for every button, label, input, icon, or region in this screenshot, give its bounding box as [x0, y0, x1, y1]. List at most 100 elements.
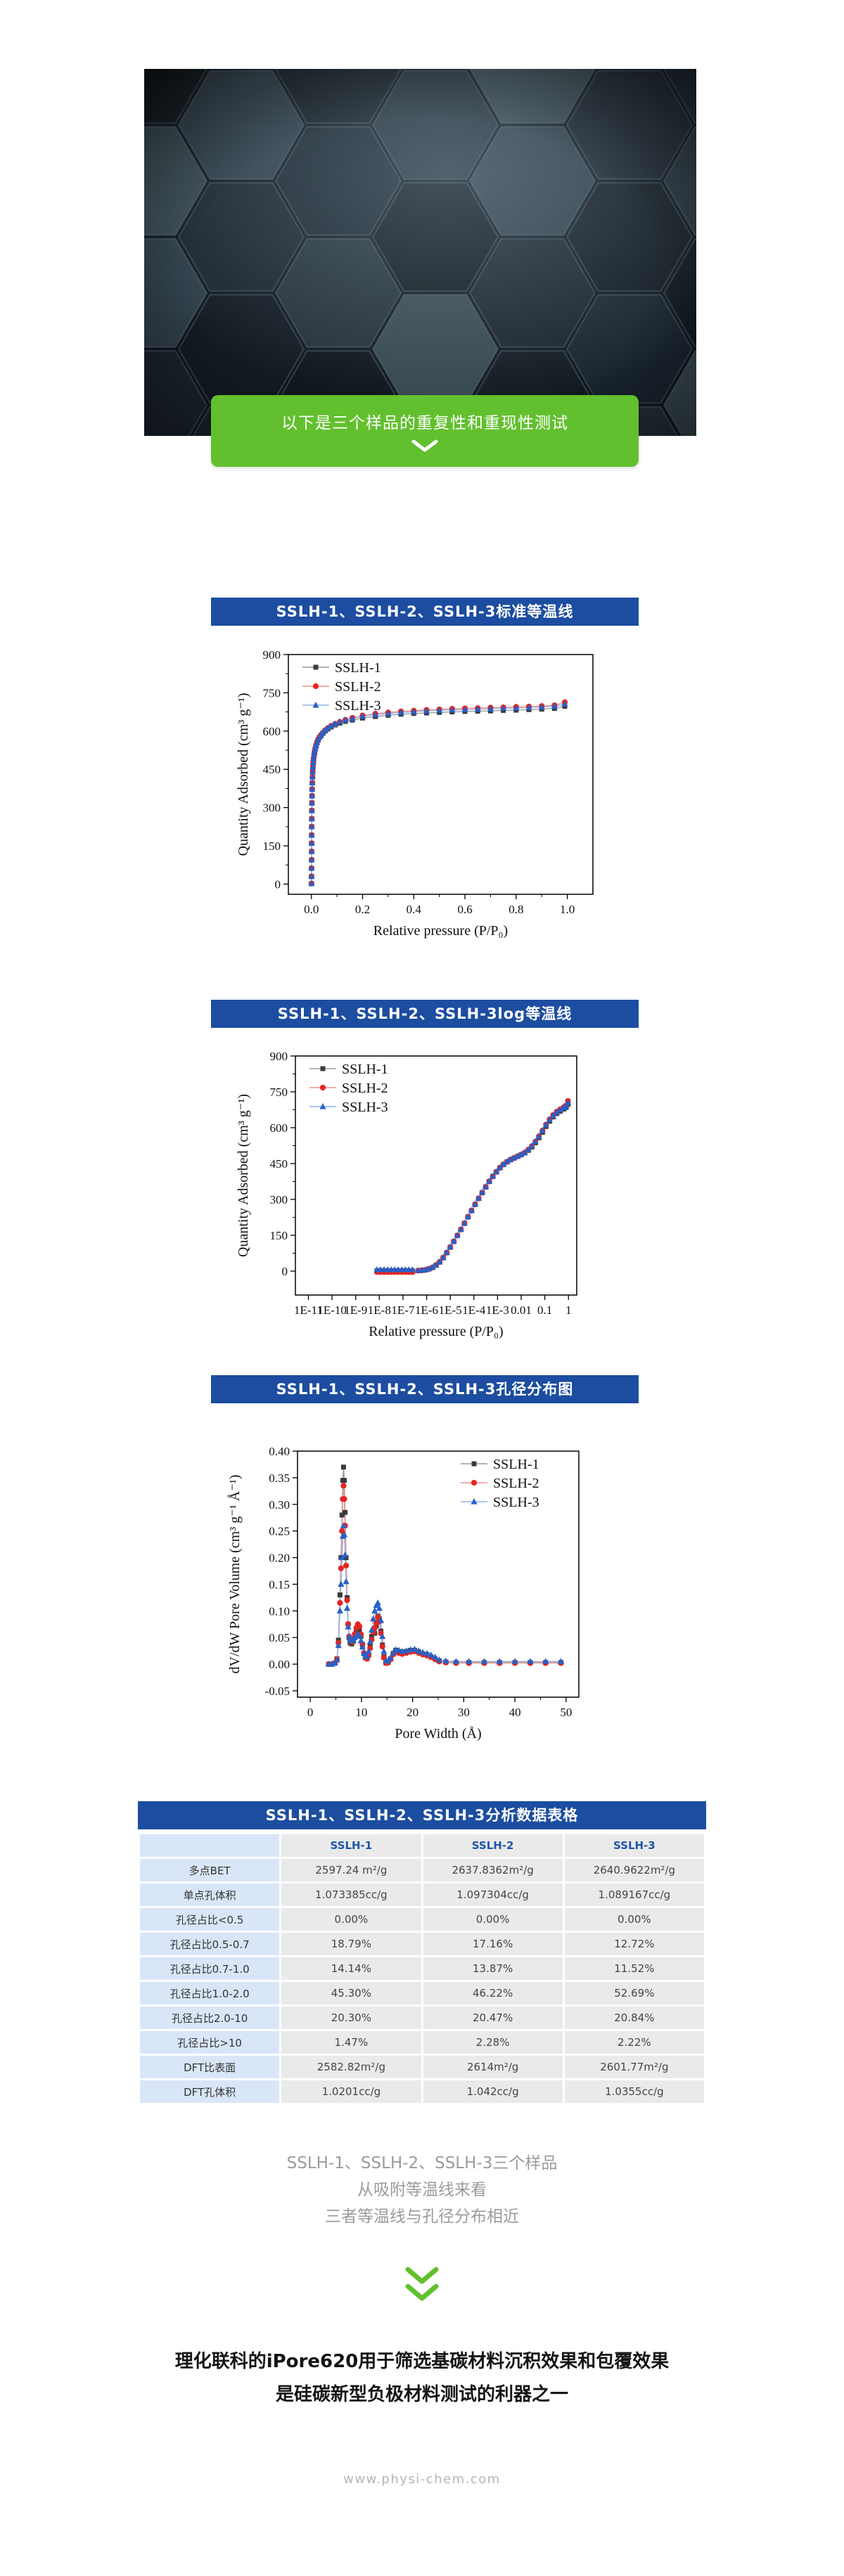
table-row: DFT孔体积 1.0201cc/g 1.042cc/g 1.0355cc/g	[140, 2080, 704, 2103]
svg-text:0.8: 0.8	[509, 903, 523, 916]
legend-item: SSLH-3	[302, 698, 381, 714]
table-cell: 2.28%	[423, 2031, 563, 2054]
table-cell: 2582.82m²/g	[281, 2056, 421, 2078]
summary-text: SSLH-1、SSLH-2、SSLH-3三个样品 从吸附等温线来看 三者等温线与…	[0, 2150, 844, 2230]
table-cell: 1.042cc/g	[423, 2080, 563, 2103]
svg-text:1.0: 1.0	[560, 903, 575, 916]
chevron-down-icon	[411, 439, 438, 452]
summary-line: 三者等温线与孔径分布相近	[325, 2208, 519, 2226]
svg-text:150: 150	[263, 839, 281, 853]
section-header-log-isotherm: SSLH-1、SSLH-2、SSLH-3log等温线	[211, 1000, 639, 1028]
table-row-label: 孔径占比2.0-10	[140, 2007, 280, 2029]
svg-text:0.6: 0.6	[457, 903, 472, 916]
svg-text:0.2: 0.2	[355, 903, 370, 916]
section-header-analysis-table: SSLH-1、SSLH-2、SSLH-3分析数据表格	[138, 1801, 706, 1829]
svg-text:0.20: 0.20	[269, 1552, 290, 1565]
legend-item: SSLH-2	[302, 679, 381, 695]
table-cell: 2597.24 m²/g	[281, 1859, 421, 1881]
svg-text:300: 300	[263, 801, 281, 815]
summary-line: 从吸附等温线来看	[357, 2181, 487, 2199]
svg-text:SSLH-3: SSLH-3	[493, 1495, 539, 1510]
svg-text:0.1: 0.1	[537, 1303, 552, 1317]
table-cell: 11.52%	[564, 1957, 704, 1980]
svg-text:10: 10	[355, 1706, 367, 1719]
svg-text:150: 150	[270, 1229, 288, 1242]
svg-text:750: 750	[270, 1086, 288, 1099]
svg-text:1E-6: 1E-6	[415, 1303, 438, 1317]
svg-text:0.25: 0.25	[269, 1525, 290, 1538]
svg-text:0: 0	[275, 877, 281, 891]
svg-text:900: 900	[263, 648, 281, 662]
svg-text:1E-5: 1E-5	[439, 1303, 462, 1317]
table-row-label: DFT比表面	[140, 2056, 280, 2078]
svg-text:1E-11: 1E-11	[294, 1303, 323, 1317]
banner-title: 以下是三个样品的重复性和重现性测试	[281, 414, 568, 432]
table-cell: 2614m²/g	[423, 2056, 563, 2078]
svg-text:600: 600	[270, 1121, 288, 1135]
legend-item: SSLH-3	[461, 1495, 539, 1510]
svg-text:SSLH-1: SSLH-1	[335, 660, 381, 676]
table-row-label: 单点孔体积	[140, 1883, 280, 1906]
hexagon-tiles-graphic	[144, 69, 696, 436]
svg-text:300: 300	[270, 1193, 288, 1206]
svg-text:0.01: 0.01	[511, 1303, 532, 1317]
table-cell: 1.0355cc/g	[564, 2080, 704, 2103]
table-cell: 1.0201cc/g	[281, 2080, 421, 2103]
svg-text:0: 0	[307, 1706, 314, 1719]
table-cell: 2637.8362m²/g	[423, 1859, 563, 1881]
svg-text:Pore Width (Å): Pore Width (Å)	[395, 1726, 481, 1741]
table-col-header: SSLH-2	[423, 1834, 563, 1857]
svg-text:SSLH-2: SSLH-2	[493, 1476, 539, 1491]
table-cell: 0.00%	[423, 1908, 563, 1931]
table-cell: 13.87%	[423, 1957, 563, 1980]
legend-item: SSLH-1	[461, 1457, 539, 1472]
table-cell: 2.22%	[564, 2031, 704, 2054]
table-cell: 20.30%	[281, 2007, 421, 2029]
svg-text:450: 450	[263, 763, 281, 776]
table-col-header: SSLH-1	[281, 1834, 421, 1857]
legend-item: SSLH-1	[309, 1062, 388, 1077]
svg-text:1E-3: 1E-3	[486, 1303, 509, 1317]
legend-item: SSLH-2	[309, 1081, 388, 1096]
table-row-label: 孔径占比0.7-1.0	[140, 1957, 280, 1980]
conclusion-text: 理化联科的iPore620用于筛选基碳材料沉积效果和包覆效果 是硅碳新型负极材料…	[0, 2345, 844, 2411]
table-cell: 46.22%	[423, 1982, 563, 2004]
svg-text:SSLH-2: SSLH-2	[335, 679, 381, 695]
intro-banner: 以下是三个样品的重复性和重现性测试	[211, 395, 639, 467]
legend-item: SSLH-1	[302, 660, 381, 676]
pore-size-distribution-chart: 0 10 20 30 40 50 -0.05 0.00 0.05 0.10 0.15 0.20 0.25…	[224, 1410, 625, 1741]
table-cell: 20.84%	[564, 2007, 704, 2029]
svg-text:0: 0	[282, 1265, 288, 1278]
svg-text:Relative pressure (P/P₀): Relative pressure (P/P₀)	[369, 1324, 503, 1339]
hero-image	[144, 69, 696, 436]
svg-text:1E-8: 1E-8	[368, 1303, 391, 1317]
table-row: 多点BET 2597.24 m²/g 2637.8362m²/g 2640.9622m…	[140, 1859, 704, 1881]
double-chevron-down-icon	[405, 2267, 439, 2301]
svg-text:0.00: 0.00	[269, 1658, 290, 1671]
svg-text:0.30: 0.30	[269, 1498, 290, 1512]
table-row-label: 孔径占比0.5-0.7	[140, 1933, 280, 1955]
svg-text:0.0: 0.0	[304, 903, 319, 916]
table-cell: 2601.77m²/g	[564, 2056, 704, 2078]
table-cell: 52.69%	[564, 1982, 704, 2004]
svg-text:0.10: 0.10	[269, 1604, 290, 1618]
standard-isotherm-chart: 0.0 0.2 0.4 0.6 0.8 1.0 0 150 300 450 600 750 900 Rel…	[232, 631, 626, 944]
svg-text:900: 900	[270, 1050, 288, 1063]
svg-text:40: 40	[509, 1706, 521, 1719]
table-cell: 2640.9622m²/g	[564, 1859, 704, 1881]
svg-text:SSLH-1: SSLH-1	[342, 1062, 388, 1077]
svg-text:20: 20	[407, 1706, 418, 1719]
summary-line: SSLH-1、SSLH-2、SSLH-3三个样品	[286, 2154, 558, 2172]
svg-text:30: 30	[458, 1706, 470, 1719]
table-cell: 14.14%	[281, 1957, 421, 1980]
legend-item: SSLH-2	[461, 1476, 539, 1491]
table-row-label: 孔径占比1.0-2.0	[140, 1982, 280, 2004]
table-cell: 1.47%	[281, 2031, 421, 2054]
table-cell: 1.097304cc/g	[423, 1883, 563, 1906]
svg-text:Quantity Adsorbed (cm³ g⁻¹): Quantity Adsorbed (cm³ g⁻¹)	[236, 1094, 251, 1257]
svg-text:0.05: 0.05	[269, 1631, 290, 1644]
svg-text:SSLH-3: SSLH-3	[342, 1100, 388, 1115]
svg-text:1E-9: 1E-9	[344, 1303, 367, 1317]
svg-text:SSLH-2: SSLH-2	[342, 1081, 388, 1096]
